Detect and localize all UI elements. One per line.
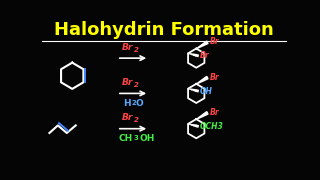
Polygon shape	[196, 112, 208, 119]
Text: 2: 2	[132, 100, 137, 106]
Text: OH: OH	[200, 87, 213, 96]
Text: H: H	[123, 99, 131, 108]
Text: Br: Br	[200, 51, 210, 60]
Text: 2: 2	[134, 117, 139, 123]
Text: Br: Br	[209, 108, 219, 117]
Text: 2: 2	[134, 82, 139, 88]
Text: Halohydrin Formation: Halohydrin Formation	[54, 21, 274, 39]
Text: CH: CH	[119, 134, 133, 143]
Text: 2: 2	[134, 47, 139, 53]
Polygon shape	[196, 41, 208, 49]
Text: Br: Br	[122, 78, 133, 87]
Text: OCH3: OCH3	[200, 122, 224, 131]
Polygon shape	[196, 76, 208, 84]
Text: Br: Br	[122, 43, 133, 52]
Text: 3: 3	[133, 135, 138, 141]
Text: O: O	[136, 99, 144, 108]
Text: OH: OH	[139, 134, 155, 143]
Text: Br: Br	[122, 113, 133, 122]
Text: Br: Br	[209, 37, 219, 46]
Text: Br: Br	[209, 73, 219, 82]
